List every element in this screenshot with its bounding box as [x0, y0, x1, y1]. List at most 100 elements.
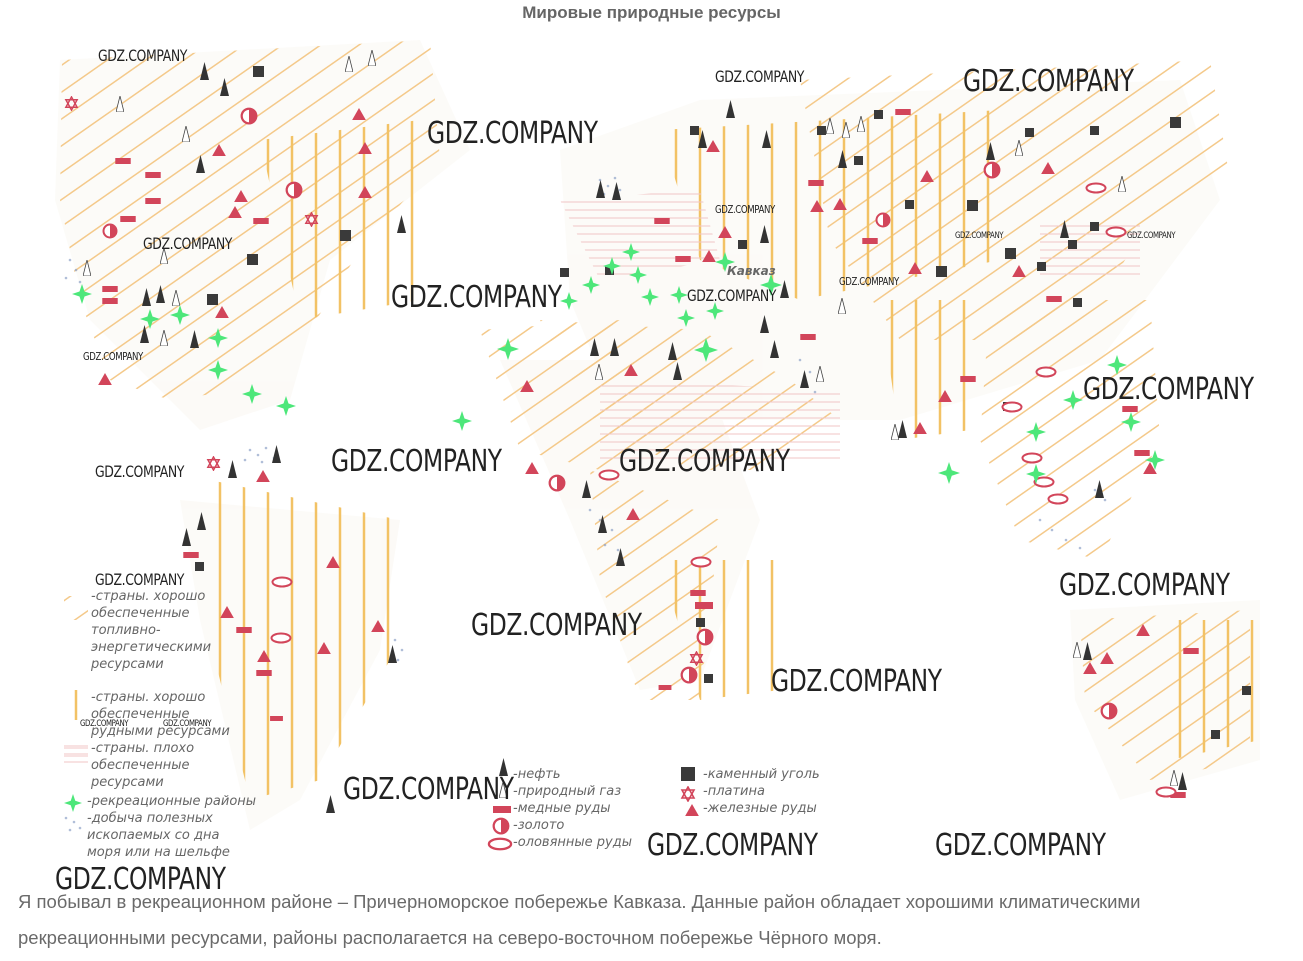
watermark: GDZ.COMPANY	[343, 772, 514, 807]
coal-marker	[195, 562, 204, 571]
watermark: GDZ.COMPANY	[98, 46, 188, 65]
page-title: Мировые природные ресурсы	[522, 3, 781, 22]
coal-marker-legend	[681, 767, 695, 781]
copper-marker	[145, 198, 161, 204]
coal-marker	[696, 618, 705, 627]
legend-copper: -медные руды	[513, 801, 611, 816]
copper-marker	[658, 685, 672, 690]
coal-marker	[967, 200, 978, 211]
tin-marker	[271, 576, 293, 588]
copper-marker	[1046, 296, 1062, 302]
iron-marker	[256, 470, 270, 482]
coal-marker	[1090, 222, 1099, 231]
gold-marker	[240, 107, 258, 125]
seabed-area-persian-gulf	[798, 358, 824, 394]
oil-marker	[272, 445, 281, 463]
tin-marker	[270, 632, 292, 644]
coal-marker	[1005, 248, 1016, 259]
legend-oil: -нефть	[513, 767, 561, 782]
watermark: GDZ.COMPANY	[143, 234, 233, 253]
watermark: GDZ.COMPANY	[427, 116, 598, 151]
legend-gas: -природный газ	[513, 784, 622, 799]
copper-marker	[800, 334, 816, 340]
gold-marker	[875, 212, 891, 228]
seabed-area-indonesia	[1038, 488, 1107, 550]
tin-marker	[1047, 493, 1069, 505]
legend-coal: -каменный уголь	[703, 767, 820, 782]
coal-marker	[690, 126, 699, 135]
watermark: GDZ.COMPANY	[619, 444, 790, 479]
copper-marker	[808, 180, 824, 186]
watermark: GDZ.COMPANY	[80, 719, 129, 729]
tin-marker	[1035, 366, 1057, 378]
watermark: GDZ.COMPANY	[163, 719, 212, 729]
seabed-area-gulf-mexico	[243, 446, 276, 464]
platinum-marker	[207, 456, 220, 471]
tin-marker	[1155, 786, 1177, 798]
copper-marker	[253, 218, 269, 224]
tin-marker-legend	[487, 837, 513, 851]
coal-marker	[1211, 730, 1220, 739]
coal-marker	[738, 240, 747, 249]
coal-marker	[704, 674, 713, 683]
seabed-area-brazil	[393, 638, 404, 662]
seabed-area-west-africa	[588, 508, 620, 552]
ore-region-south-america	[210, 480, 400, 800]
recreation-marker	[938, 462, 960, 484]
legend-poor-swatch-lines	[64, 747, 88, 757]
ore-region-south-africa	[660, 560, 780, 700]
coal-marker	[253, 66, 264, 77]
oil-marker	[228, 460, 237, 478]
legend-iron: -железные руды	[703, 801, 817, 816]
copper-marker	[102, 286, 118, 292]
copper-marker	[1183, 648, 1199, 654]
coal-marker	[854, 156, 863, 165]
watermark: GDZ.COMPANY	[771, 664, 942, 699]
coal-marker	[1090, 126, 1099, 135]
caption-line-2: рекреационными ресурсами, районы распола…	[18, 927, 882, 948]
ore-region-canada	[260, 120, 420, 320]
copper-marker	[1134, 450, 1150, 456]
coal-marker	[874, 110, 883, 119]
legend-poor: -страны. плохо обеспеченные ресурсами	[91, 741, 195, 790]
copper-marker	[895, 109, 911, 115]
copper-marker	[695, 602, 713, 609]
seabed-area-pacific-coast	[64, 258, 82, 284]
watermark: GDZ.COMPANY	[331, 444, 502, 479]
gold-marker	[548, 474, 566, 492]
copper-marker	[270, 716, 283, 721]
coal-marker	[560, 268, 569, 277]
gold-marker-legend	[492, 817, 510, 835]
gold-marker	[102, 223, 118, 239]
coal-marker	[817, 126, 826, 135]
coal-marker	[1242, 686, 1251, 695]
gold-marker	[1100, 702, 1118, 720]
coal-marker	[936, 266, 947, 277]
watermark: GDZ.COMPANY	[715, 67, 805, 86]
watermark: GDZ.COMPANY	[1127, 231, 1176, 241]
copper-marker	[690, 590, 706, 596]
gas-marker	[891, 424, 899, 440]
fuel-region-southeast-asia	[980, 300, 1160, 560]
tin-marker	[1021, 452, 1043, 464]
copper-marker	[960, 376, 976, 382]
coal-marker	[905, 200, 914, 209]
iron-marker-legend	[685, 804, 699, 816]
copper-marker	[102, 298, 118, 304]
caption-line-1: Я побывал в рекреационном районе – Приче…	[18, 891, 1141, 912]
coal-marker	[1037, 262, 1046, 271]
caucasus-label: Кавказ	[727, 264, 776, 278]
legend-platinum: -платина	[703, 784, 765, 799]
gold-marker	[680, 666, 698, 684]
coal-marker	[1170, 117, 1181, 128]
recreation-marker	[452, 411, 472, 431]
tin-marker	[1001, 401, 1023, 413]
ore-rich-regions	[64, 110, 1260, 800]
legend-ore-rich: -страны. хорошо обеспеченные рудными рес…	[91, 690, 230, 739]
copper-marker-legend	[493, 806, 511, 813]
platinum-marker-legend	[681, 786, 695, 802]
copper-marker	[256, 670, 272, 676]
coal-marker	[1068, 240, 1077, 249]
ore-region-australia	[1170, 620, 1260, 760]
